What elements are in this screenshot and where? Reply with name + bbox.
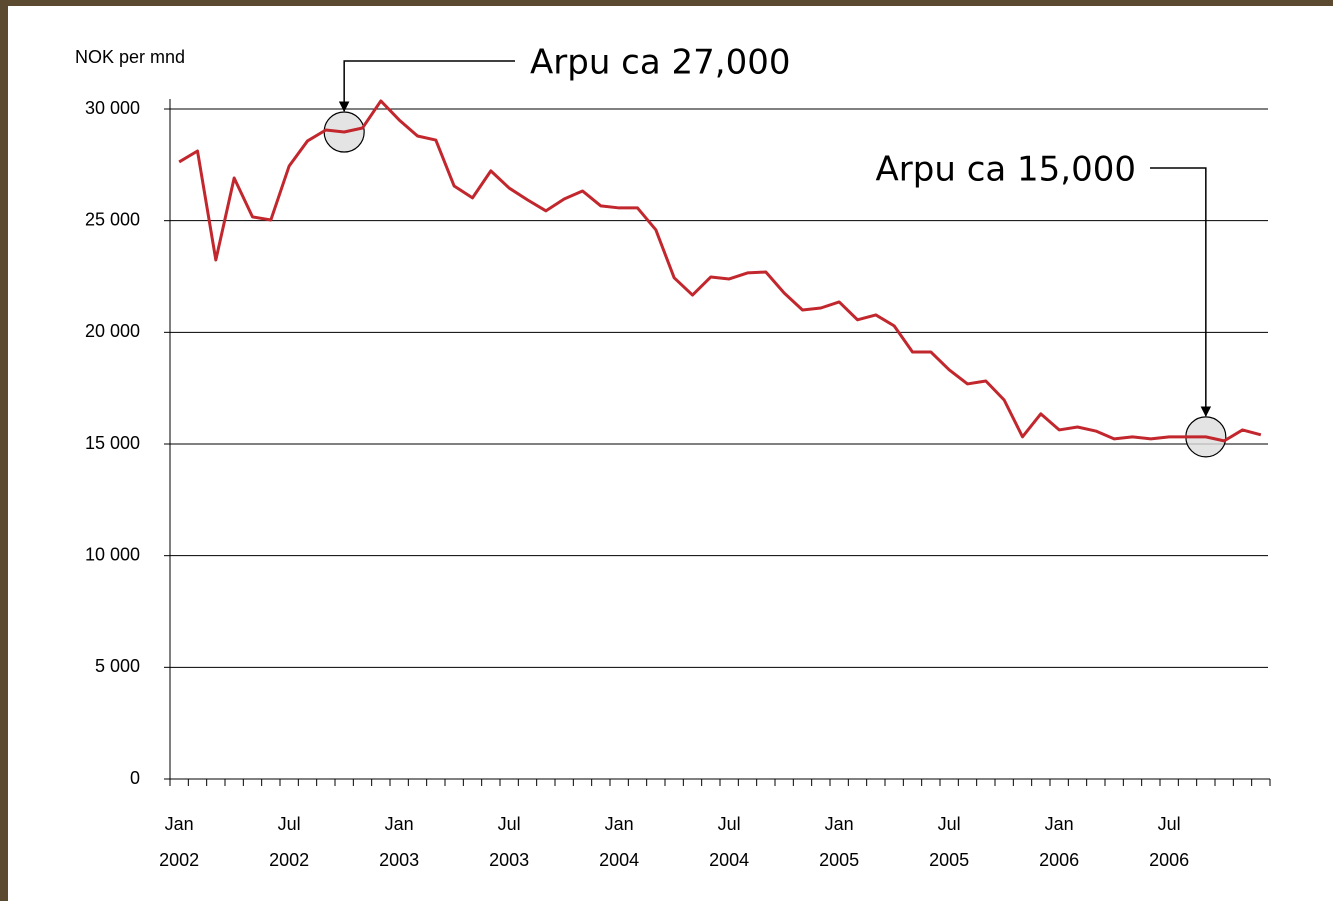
x-tick-label: Jul [718,814,741,834]
x-tick-label: 2006 [1039,850,1079,870]
x-tick-label: 2002 [159,850,199,870]
x-tick-label: Jul [938,814,961,834]
x-tick-label: Jul [498,814,521,834]
annotation-arrow [338,60,515,113]
x-tick-label: Jul [1158,814,1181,834]
x-tick-label: Jan [1045,814,1074,834]
x-tick-label: 2006 [1149,850,1189,870]
y-tick-label: 25 000 [85,209,140,229]
x-tick-label: Jan [165,814,194,834]
y-tick-label: 5 000 [95,656,140,676]
panel [8,6,1333,901]
y-axis-title: NOK per mnd [75,47,185,67]
x-tick-label: 2002 [269,850,309,870]
y-tick-label: 10 000 [85,544,140,564]
x-tick-label: 2003 [489,850,529,870]
annotation: Arpu ca 15,000 [876,150,1136,190]
annotation-arrow [1150,167,1212,417]
x-tick-label: Jan [605,814,634,834]
annotation: Arpu ca 27,000 [530,43,790,83]
y-tick-label: 30 000 [85,98,140,118]
data-line [178,99,1262,443]
x-tick-label: 2004 [709,850,749,870]
x-tick-label: 2004 [599,850,639,870]
x-tick-label: Jul [278,814,301,834]
y-tick-label: 20 000 [85,321,140,341]
x-tick-label: 2003 [379,850,419,870]
x-tick-label: Jan [385,814,414,834]
y-tick-label: 0 [130,768,140,788]
x-tick-label: 2005 [929,850,969,870]
x-tick-label: Jan [825,814,854,834]
x-tick-label: 2005 [819,850,859,870]
y-tick-label: 15 000 [85,433,140,453]
